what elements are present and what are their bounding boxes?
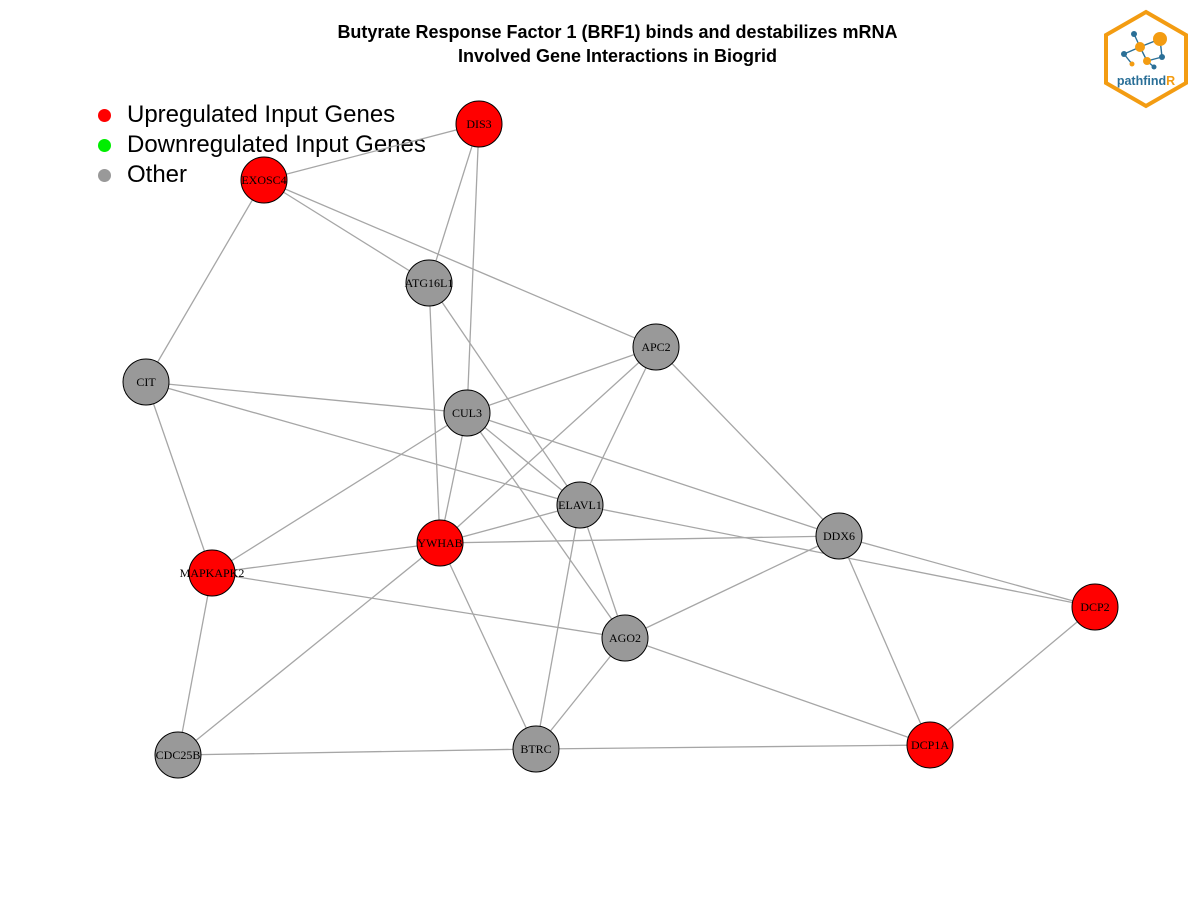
svg-text:pathfindR: pathfindR: [1117, 74, 1175, 88]
network-nodes: DIS3 EXOSC4 ATG16L1 APC2 CIT CUL3 ELAVL1 YWHAB D…: [122, 100, 1119, 779]
edge-ago2-btrc: [535, 637, 626, 750]
pathfindr-logo: pathfindR: [1104, 9, 1188, 109]
edge-apc2-ywhab: [439, 346, 657, 544]
node-dcp1a: DCP1A: [906, 721, 954, 769]
edge-dis3-atg16l1: [428, 123, 480, 284]
title-line-2: Involved Gene Interactions in Biogrid: [457, 46, 778, 66]
node-apc2: APC2: [632, 323, 680, 371]
node-label-btrc: BTRC: [520, 742, 551, 756]
edge-atg16l1-elavl1: [428, 282, 581, 506]
node-atg16l1: ATG16L1: [405, 259, 454, 307]
node-elavl1: ELAVL1: [556, 481, 604, 529]
legend-dot-upregulated: [98, 108, 111, 122]
legend-label-other: Other: [127, 161, 188, 188]
edge-apc2-cul3: [466, 346, 657, 414]
edge-ywhab-mapkapk2: [211, 542, 441, 574]
node-dis3: DIS3: [455, 100, 503, 148]
edge-exosc4-dis3: [263, 123, 480, 181]
node-circle-cdc25b: [154, 731, 202, 779]
node-label-ago2: AGO2: [609, 631, 641, 645]
node-ddx6: DDX6: [815, 512, 863, 560]
node-label-cul3: CUL3: [452, 406, 482, 420]
edge-cit-mapkapk2: [145, 381, 213, 574]
node-circle-dcp2: [1071, 583, 1119, 631]
node-label-apc2: APC2: [641, 340, 670, 354]
node-ago2: AGO2: [601, 614, 649, 662]
edge-mapkapk2-cdc25b: [177, 572, 213, 756]
node-circle-apc2: [632, 323, 680, 371]
node-cit: CIT: [122, 358, 170, 406]
edge-cul3-ddx6: [466, 412, 840, 537]
logo-text-prefix: pathfind: [1117, 74, 1166, 88]
edge-ago2-dcp1a: [624, 637, 931, 746]
edge-ywhab-cdc25b: [177, 542, 441, 756]
node-circle-btrc: [512, 725, 560, 773]
edge-dcp2-dcp1a: [929, 606, 1096, 746]
edge-apc2-ddx6: [655, 346, 840, 537]
node-label-ywhab: YWHAB: [417, 536, 462, 550]
node-label-ddx6: DDX6: [823, 529, 855, 543]
node-circle-elavl1: [556, 481, 604, 529]
node-circle-cit: [122, 358, 170, 406]
node-exosc4: EXOSC4: [240, 156, 288, 204]
node-label-cit: CIT: [136, 375, 156, 389]
edge-exosc4-cit: [145, 179, 265, 383]
edge-btrc-dcp1a: [535, 744, 931, 750]
title-line-1: Butyrate Response Factor 1 (BRF1) binds …: [337, 22, 898, 42]
edge-cul3-elavl1: [466, 412, 581, 506]
node-circle-ago2: [601, 614, 649, 662]
edge-cul3-mapkapk2: [211, 412, 468, 574]
legend-dot-other: [98, 168, 111, 182]
node-dcp2: DCP2: [1071, 583, 1119, 631]
edge-ddx6-ago2: [624, 535, 840, 639]
edge-cit-cul3: [145, 381, 468, 414]
node-cdc25b: CDC25B: [154, 731, 202, 779]
legend: Upregulated Input Genes Downregulated In…: [98, 100, 426, 190]
legend-label-downregulated: Downregulated Input Genes: [127, 131, 426, 158]
node-label-dcp1a: DCP1A: [911, 738, 949, 752]
node-circle-ddx6: [815, 512, 863, 560]
edge-ywhab-btrc: [439, 542, 537, 750]
edge-mapkapk2-ago2: [211, 572, 626, 639]
edge-atg16l1-ywhab: [428, 282, 441, 544]
diagram-title: Butyrate Response Factor 1 (BRF1) binds …: [0, 20, 1200, 68]
logo-text-suffix: R: [1166, 74, 1175, 88]
edge-elavl1-ywhab: [439, 504, 581, 544]
node-circle-cul3: [443, 389, 491, 437]
edge-cit-elavl1: [145, 381, 581, 506]
legend-label-upregulated: Upregulated Input Genes: [127, 101, 396, 128]
node-label-mapkapk2: MAPKAPK2: [180, 566, 245, 580]
node-circle-exosc4: [240, 156, 288, 204]
node-circle-dis3: [455, 100, 503, 148]
node-circle-mapkapk2: [188, 549, 236, 597]
node-label-atg16l1: ATG16L1: [405, 276, 454, 290]
edge-apc2-elavl1: [579, 346, 657, 506]
node-label-elavl1: ELAVL1: [558, 498, 602, 512]
edge-ddx6-dcp2: [838, 535, 1096, 608]
node-circle-ywhab: [416, 519, 464, 567]
edge-ywhab-ddx6: [439, 535, 840, 544]
legend-dot-downregulated: [98, 138, 111, 152]
node-cul3: CUL3: [443, 389, 491, 437]
node-circle-dcp1a: [906, 721, 954, 769]
node-btrc: BTRC: [512, 725, 560, 773]
legend-item-upregulated: Upregulated Input Genes: [98, 100, 426, 130]
edge-exosc4-atg16l1: [263, 179, 430, 284]
edge-cul3-ago2: [466, 412, 626, 639]
edge-ddx6-dcp1a: [838, 535, 931, 746]
legend-item-other: Other: [98, 160, 426, 190]
node-ywhab: YWHAB: [416, 519, 464, 567]
logo-dots: [1121, 31, 1167, 70]
node-label-dis3: DIS3: [466, 117, 491, 131]
node-label-dcp2: DCP2: [1080, 600, 1109, 614]
node-circle-atg16l1: [405, 259, 453, 307]
legend-item-downregulated: Downregulated Input Genes: [98, 130, 426, 160]
edge-cdc25b-btrc: [177, 748, 537, 756]
edge-exosc4-apc2: [263, 179, 657, 348]
node-label-cdc25b: CDC25B: [156, 748, 201, 762]
node-mapkapk2: MAPKAPK2: [180, 549, 245, 597]
node-label-exosc4: EXOSC4: [241, 173, 286, 187]
